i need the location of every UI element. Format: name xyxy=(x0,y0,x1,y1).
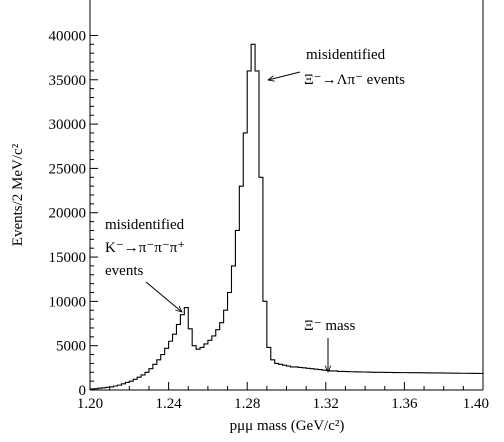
x-tick-label: 1.20 xyxy=(77,396,103,412)
x-tick-label: 1.32 xyxy=(313,396,339,412)
x-tick-label: 1.28 xyxy=(234,396,260,412)
y-axis-title: Events/2 MeV/c² xyxy=(10,143,26,246)
y-tick-label: 35000 xyxy=(49,73,87,89)
annotation-xi-events: misidentified Ξ⁻→Λπ⁻ events xyxy=(268,47,405,88)
annotation-kaon-line-1: misidentified xyxy=(105,217,185,233)
y-tick-label: 20000 xyxy=(49,206,87,222)
y-tick-label: 30000 xyxy=(49,117,87,133)
y-tick-label: 10000 xyxy=(49,294,87,310)
y-axis-ticks: 0 5000 10000 15000 20000 25000 30000 35000 40000 xyxy=(49,28,98,399)
annotation-kaon-line-3: events xyxy=(105,263,143,279)
annotation-kaon-line-2: K⁻→π⁻π⁻π⁺ xyxy=(105,240,185,256)
annotation-kaon-events: misidentified K⁻→π⁻π⁻π⁺ events xyxy=(105,217,185,312)
y-tick-label: 15000 xyxy=(49,250,87,266)
x-tick-label: 1.24 xyxy=(155,396,182,412)
x-tick-label: 1.36 xyxy=(391,396,418,412)
annotation-xi-mass-label: Ξ⁻ mass xyxy=(304,318,355,334)
y-tick-label: 5000 xyxy=(56,339,86,355)
y-tick-label: 0 xyxy=(79,383,87,399)
x-axis-ticks: 1.20 1.24 1.28 1.32 1.36 1.40 xyxy=(77,382,489,412)
annotation-kaon-arrow xyxy=(145,281,182,312)
annotation-xi-mass: Ξ⁻ mass xyxy=(304,318,355,372)
x-tick-label: 1.40 xyxy=(463,396,489,412)
annotation-xi-arrow xyxy=(268,71,301,80)
annotation-xi-line-2: Ξ⁻→Λπ⁻ events xyxy=(304,72,405,88)
annotation-xi-line-1: misidentified xyxy=(306,47,386,63)
histogram-series xyxy=(89,43,483,390)
y-tick-label: 25000 xyxy=(49,161,87,177)
y-tick-label: 40000 xyxy=(49,28,87,44)
x-axis-title: pμμ mass (GeV/c²) xyxy=(230,418,345,434)
